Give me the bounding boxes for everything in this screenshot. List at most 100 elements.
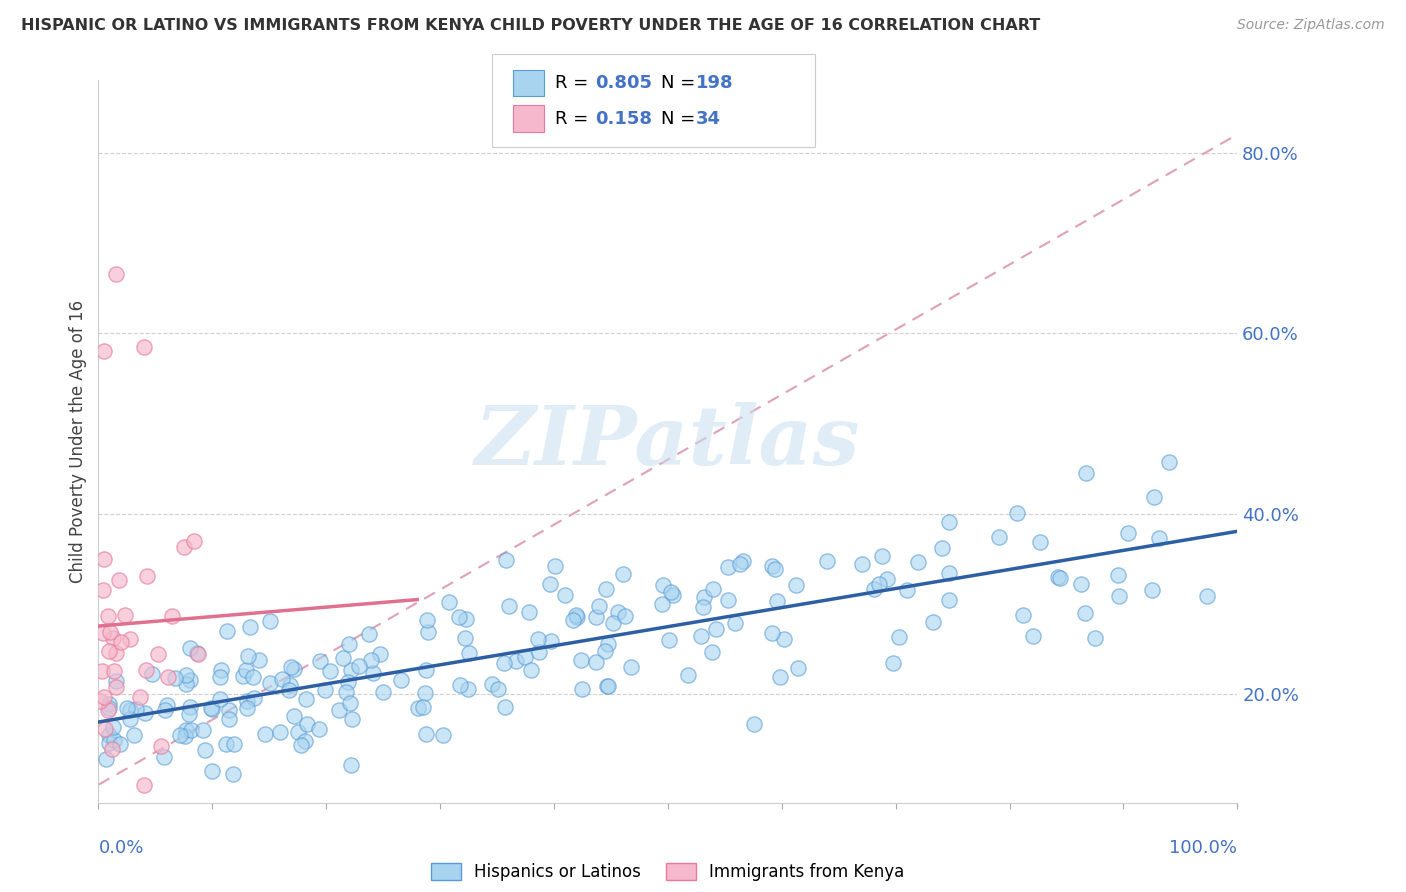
Point xyxy=(702,582,724,597)
Point xyxy=(773,632,796,646)
Point xyxy=(1074,606,1097,620)
Point xyxy=(938,515,960,529)
Point xyxy=(174,677,197,691)
Point xyxy=(232,669,254,683)
Point xyxy=(887,630,910,644)
Point xyxy=(763,561,786,575)
Point xyxy=(529,645,551,659)
Point xyxy=(540,634,562,648)
Point xyxy=(408,701,430,715)
Point xyxy=(201,764,224,779)
Point xyxy=(215,737,238,751)
Text: 0.805: 0.805 xyxy=(595,74,652,92)
Point xyxy=(218,712,240,726)
Point xyxy=(938,566,960,580)
Point xyxy=(169,729,191,743)
Point xyxy=(122,727,145,741)
Point xyxy=(554,588,576,602)
Point xyxy=(370,648,392,662)
Point xyxy=(295,692,318,706)
Point xyxy=(432,728,454,742)
Point xyxy=(1070,576,1092,591)
Point xyxy=(588,599,610,613)
Text: 0.0%: 0.0% xyxy=(98,838,143,857)
Point xyxy=(174,723,197,737)
Point xyxy=(373,685,395,699)
Point xyxy=(93,690,115,704)
Point xyxy=(360,653,382,667)
Point xyxy=(349,659,371,673)
Point xyxy=(254,727,277,741)
Point xyxy=(149,739,172,753)
Point xyxy=(101,741,124,756)
Point xyxy=(104,647,127,661)
Point xyxy=(418,625,440,640)
Point xyxy=(118,632,141,647)
Point xyxy=(98,643,121,657)
Point xyxy=(236,701,259,715)
Point xyxy=(201,702,224,716)
Point xyxy=(761,558,783,573)
Point xyxy=(340,758,363,772)
Point xyxy=(283,662,305,676)
Point xyxy=(602,616,624,631)
Point xyxy=(97,703,120,717)
Point xyxy=(114,607,136,622)
Point xyxy=(454,612,477,626)
Point xyxy=(132,778,155,792)
Point xyxy=(544,559,567,574)
Point xyxy=(259,614,281,628)
Point xyxy=(437,595,460,609)
Point xyxy=(160,609,183,624)
Point xyxy=(209,670,232,684)
Point xyxy=(89,694,111,708)
Text: 0.158: 0.158 xyxy=(595,110,652,128)
Point xyxy=(108,738,131,752)
Point xyxy=(868,577,890,591)
Point xyxy=(335,685,357,699)
Point xyxy=(118,712,141,726)
Point xyxy=(94,752,117,766)
Text: ZIPatlas: ZIPatlas xyxy=(475,401,860,482)
Text: N =: N = xyxy=(661,110,700,128)
Point xyxy=(318,664,340,678)
Point xyxy=(236,694,259,708)
Point xyxy=(907,555,929,569)
Point xyxy=(215,624,238,638)
Point xyxy=(339,696,361,710)
Point xyxy=(97,735,120,749)
Text: 100.0%: 100.0% xyxy=(1170,838,1237,857)
Point xyxy=(595,582,617,596)
Point xyxy=(153,749,176,764)
Point xyxy=(728,558,751,572)
Point xyxy=(179,673,201,688)
Point xyxy=(454,631,477,645)
Point xyxy=(236,649,259,664)
Point xyxy=(361,665,384,680)
Point xyxy=(208,692,231,706)
Point xyxy=(243,691,266,706)
Point xyxy=(785,577,807,591)
Text: R =: R = xyxy=(555,74,595,92)
Point xyxy=(1011,608,1033,623)
Point xyxy=(742,717,765,731)
Point xyxy=(449,678,471,692)
Text: HISPANIC OR LATINO VS IMMIGRANTS FROM KENYA CHILD POVERTY UNDER THE AGE OF 16 CO: HISPANIC OR LATINO VS IMMIGRANTS FROM KE… xyxy=(21,18,1040,33)
Point xyxy=(287,725,309,739)
Point xyxy=(340,712,363,726)
Point xyxy=(1022,629,1045,643)
Point xyxy=(269,725,291,739)
Point xyxy=(156,698,179,713)
Point xyxy=(239,619,262,633)
Point xyxy=(931,541,953,555)
Point xyxy=(704,622,727,636)
Point xyxy=(115,700,138,714)
Point xyxy=(134,706,156,720)
Point xyxy=(328,702,350,716)
Point xyxy=(614,609,637,624)
Point xyxy=(280,660,302,674)
Point xyxy=(278,682,301,697)
Point xyxy=(412,700,434,714)
Point xyxy=(987,530,1010,544)
Point xyxy=(179,640,201,655)
